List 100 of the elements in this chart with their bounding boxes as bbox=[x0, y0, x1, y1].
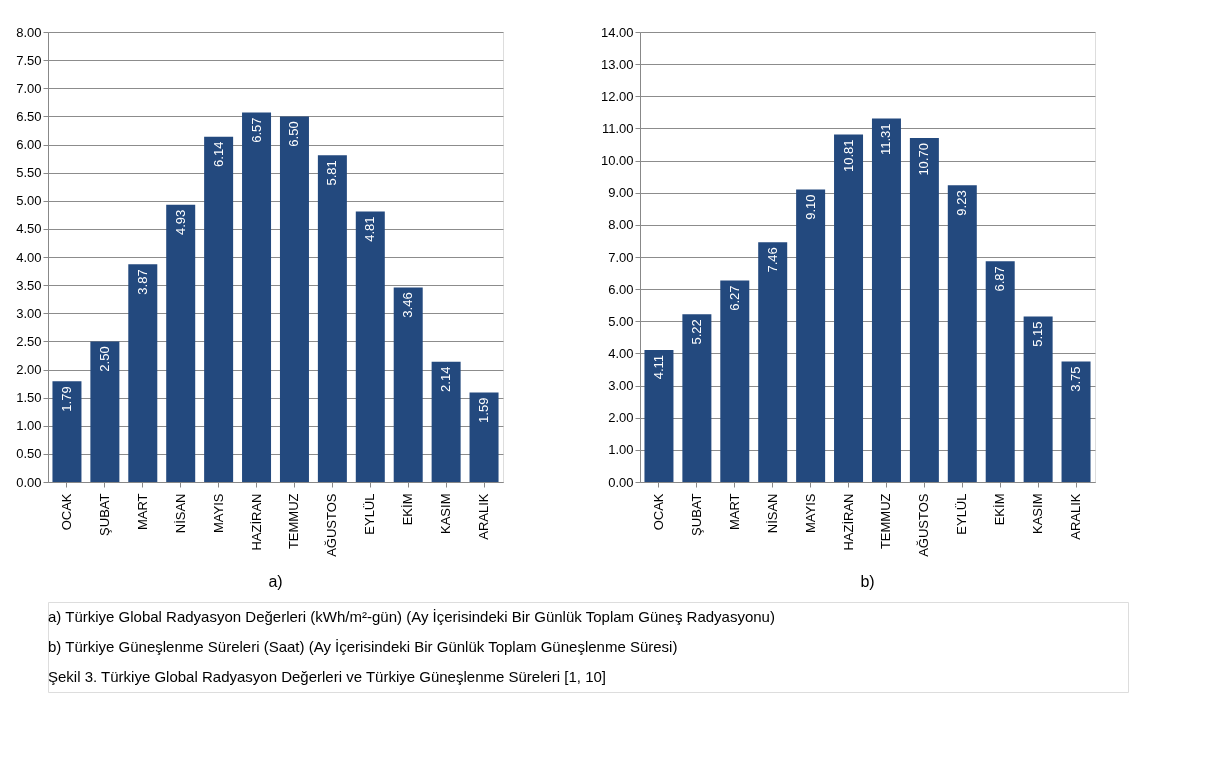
data-label: 3.46 bbox=[400, 292, 416, 318]
x-tick-label: KASIM bbox=[438, 493, 454, 534]
data-label: 10.70 bbox=[916, 143, 932, 176]
data-label: 9.10 bbox=[802, 194, 818, 220]
y-tick-label: 13.00 bbox=[600, 56, 634, 72]
y-tick-label: 0.00 bbox=[16, 474, 42, 490]
y-tick-label: 10.00 bbox=[600, 153, 634, 169]
bar bbox=[758, 242, 788, 482]
bar bbox=[720, 280, 750, 482]
y-tick-label: 5.00 bbox=[608, 313, 634, 329]
x-tick-label: OCAK bbox=[650, 493, 666, 531]
x-tick-label: MART bbox=[134, 493, 150, 531]
y-tick-label: 8.00 bbox=[16, 24, 42, 40]
data-label: 4.81 bbox=[362, 216, 378, 242]
bar bbox=[834, 134, 864, 482]
data-label: 7.46 bbox=[764, 247, 780, 273]
data-label: 2.14 bbox=[438, 366, 454, 392]
bar bbox=[242, 112, 272, 482]
y-tick-label: 1.50 bbox=[16, 390, 42, 406]
data-label: 3.87 bbox=[134, 269, 150, 295]
y-tick-label: 4.00 bbox=[608, 345, 634, 361]
x-tick-label: OCAK bbox=[58, 493, 74, 531]
x-tick-label: TEMMUZ bbox=[878, 493, 894, 550]
x-tick-label: EKİM bbox=[992, 493, 1008, 526]
y-tick-label: 1.00 bbox=[608, 442, 634, 458]
y-tick-label: 12.00 bbox=[600, 88, 634, 104]
y-tick-label: 9.00 bbox=[608, 185, 634, 201]
x-tick-label: TEMMUZ bbox=[286, 493, 302, 550]
data-label: 11.31 bbox=[878, 123, 894, 156]
bar bbox=[947, 185, 977, 482]
x-tick-label: MART bbox=[726, 493, 742, 531]
x-tick-label: ŞUBAT bbox=[96, 493, 112, 536]
data-label: 1.79 bbox=[58, 386, 74, 412]
data-label: 5.15 bbox=[1030, 321, 1046, 347]
bar bbox=[796, 189, 826, 482]
bar bbox=[469, 392, 499, 482]
text: b) bbox=[860, 573, 875, 591]
y-tick-label: 6.00 bbox=[16, 137, 42, 152]
bar bbox=[644, 349, 674, 482]
y-tick-label: 0.50 bbox=[16, 446, 42, 462]
bar bbox=[279, 116, 309, 482]
y-tick-label: 5.50 bbox=[16, 165, 42, 181]
y-tick-label: 7.50 bbox=[16, 52, 42, 68]
x-tick-label: EYLÜL bbox=[954, 493, 970, 535]
y-tick-label: 7.00 bbox=[16, 80, 42, 96]
data-label: 4.11 bbox=[650, 354, 666, 380]
x-tick-label: AĞUSTOS bbox=[916, 493, 932, 557]
x-tick-label: EYLÜL bbox=[362, 493, 378, 535]
x-tick-label: ŞUBAT bbox=[688, 493, 704, 536]
x-tick-label: ARALIK bbox=[1068, 493, 1084, 540]
bar bbox=[355, 211, 385, 482]
data-label: 6.57 bbox=[248, 117, 264, 143]
y-tick-label: 5.00 bbox=[16, 193, 42, 209]
data-label: 2.50 bbox=[96, 346, 112, 372]
y-tick-label: 2.00 bbox=[16, 362, 42, 377]
text: a) bbox=[268, 573, 283, 591]
bar bbox=[166, 204, 196, 482]
bar bbox=[90, 341, 120, 482]
y-tick-label: 6.00 bbox=[608, 281, 634, 297]
y-tick-label: 4.50 bbox=[16, 221, 42, 237]
bar bbox=[682, 314, 712, 482]
y-tick-label: 11.00 bbox=[601, 120, 634, 136]
y-tick-label: 7.00 bbox=[608, 249, 634, 265]
data-label: 3.75 bbox=[1068, 366, 1084, 392]
bar bbox=[317, 155, 347, 482]
bar bbox=[431, 361, 461, 482]
bar bbox=[1023, 316, 1053, 482]
data-label: 1.59 bbox=[476, 397, 492, 423]
x-tick-label: MAYIS bbox=[802, 493, 818, 533]
y-tick-label: 1.00 bbox=[16, 418, 42, 434]
y-tick-label: 8.00 bbox=[608, 217, 634, 233]
x-tick-label: HAZİRAN bbox=[248, 493, 264, 551]
x-tick-label: MAYIS bbox=[210, 493, 226, 533]
y-tick-label: 2.00 bbox=[608, 410, 634, 426]
bar bbox=[871, 118, 901, 482]
text: b) Türkiye Güneşlenme Süreleri (Saat) (Ay İçerisindeki Bir Günlük Toplam Güneşlenme Süresi) bbox=[48, 638, 678, 655]
y-tick-label: 3.00 bbox=[608, 378, 634, 394]
data-label: 6.14 bbox=[210, 141, 226, 167]
data-label: 10.81 bbox=[840, 139, 856, 173]
x-tick-label: HAZİRAN bbox=[840, 493, 856, 551]
y-tick-label: 2.50 bbox=[16, 333, 42, 349]
x-tick-label: NİSAN bbox=[172, 493, 188, 534]
x-tick-label: NİSAN bbox=[764, 493, 780, 534]
bar bbox=[985, 261, 1015, 482]
y-tick-label: 3.50 bbox=[16, 277, 42, 293]
text: a) Türkiye Global Radyasyon Değerleri (kWh/m²-gün) (Ay İçerisindeki Bir Günlük Toplam Güneş Radyasyonu) bbox=[48, 608, 775, 625]
y-tick-label: 14.00 bbox=[600, 24, 634, 40]
y-tick-label: 6.50 bbox=[16, 108, 42, 124]
data-label: 6.50 bbox=[286, 121, 302, 147]
data-label: 5.22 bbox=[688, 319, 704, 345]
x-tick-label: KASIM bbox=[1030, 493, 1046, 534]
bar bbox=[393, 287, 423, 482]
y-tick-label: 3.00 bbox=[16, 305, 42, 321]
y-tick-label: 4.00 bbox=[16, 249, 42, 265]
text: Şekil 3. Türkiye Global Radyasyon Değerleri ve Türkiye Güneşlenme Süreleri [1, 10] bbox=[48, 668, 607, 685]
bar bbox=[128, 264, 158, 482]
bar bbox=[52, 381, 82, 482]
x-tick-label: AĞUSTOS bbox=[324, 493, 340, 557]
bar bbox=[909, 138, 939, 482]
bar bbox=[1061, 361, 1091, 482]
